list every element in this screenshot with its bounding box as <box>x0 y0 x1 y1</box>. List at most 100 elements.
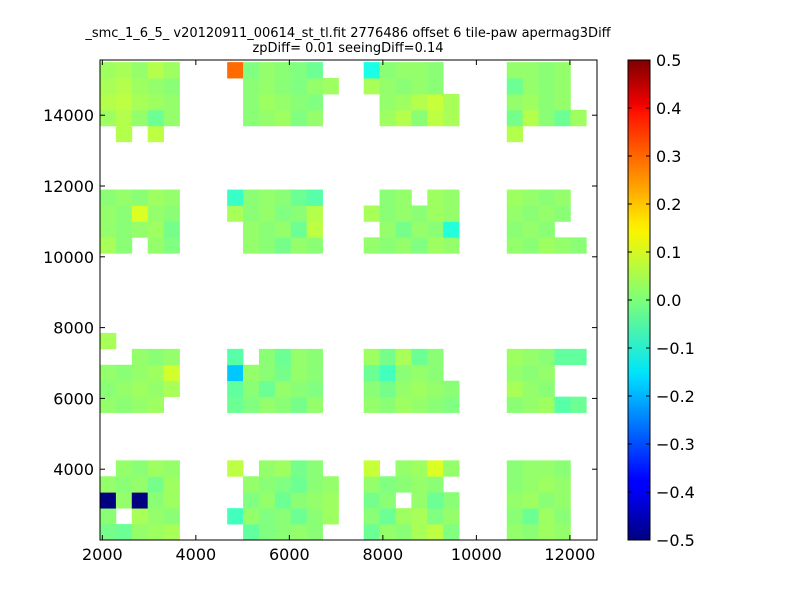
heatmap-cell <box>411 221 428 238</box>
heatmap-cell <box>274 62 292 79</box>
heatmap-cell <box>163 205 180 222</box>
heatmap-cell <box>147 492 164 509</box>
heatmap-cell <box>506 396 524 413</box>
heatmap-cell <box>274 221 292 238</box>
heatmap-cell <box>243 396 260 413</box>
heatmap-cell <box>411 364 428 382</box>
heatmap-cell <box>538 380 555 398</box>
heatmap-cell <box>243 237 260 254</box>
heatmap-cell <box>443 508 460 525</box>
heatmap-cell <box>227 460 244 477</box>
heatmap-cell <box>115 492 133 509</box>
heatmap-cell <box>363 205 380 222</box>
heatmap-cell <box>506 508 524 525</box>
heatmap-cell <box>395 524 412 541</box>
heatmap-cell <box>274 364 292 382</box>
heatmap-cell <box>363 460 380 477</box>
heatmap-cell <box>243 109 260 127</box>
heatmap-cell <box>258 380 276 398</box>
heatmap-cell <box>522 221 539 238</box>
heatmap-cell <box>115 524 133 541</box>
heatmap-cell <box>147 237 164 254</box>
heatmap-cell <box>411 62 428 79</box>
heatmap-cell <box>290 460 308 477</box>
heatmap-cell <box>306 78 323 95</box>
heatmap-cell <box>506 348 524 366</box>
heatmap-cell <box>395 62 412 79</box>
heatmap-cell <box>395 364 412 382</box>
heatmap-cell <box>258 221 276 238</box>
heatmap-cell <box>258 508 276 525</box>
colorbar-tick-label: −0.4 <box>656 483 695 502</box>
heatmap-cell <box>522 524 539 541</box>
heatmap-cell <box>100 109 117 127</box>
heatmap-cell <box>115 125 133 143</box>
heatmap-cell <box>522 109 539 127</box>
heatmap-cell <box>290 508 308 525</box>
heatmap-cell <box>306 364 323 382</box>
heatmap-cell <box>322 492 339 509</box>
heatmap-cell <box>427 205 444 222</box>
heatmap-cell <box>306 62 323 79</box>
heatmap-cell <box>274 460 292 477</box>
heatmap-cell <box>379 492 396 509</box>
heatmap-cell <box>379 237 396 254</box>
heatmap-cell <box>243 78 260 95</box>
heatmap-cell <box>506 524 524 541</box>
heatmap-cell <box>290 364 308 382</box>
heatmap-cell <box>554 189 571 206</box>
heatmap-cell <box>538 78 555 95</box>
heatmap-cell <box>395 221 412 238</box>
heatmap-cell <box>274 476 292 493</box>
heatmap-cell <box>395 109 412 127</box>
x-tick-label: 2000 <box>82 545 123 564</box>
heatmap-cell <box>570 109 587 127</box>
colorbar-tick-label: 0.2 <box>656 195 681 214</box>
heatmap-cell <box>427 476 444 493</box>
heatmap-cell <box>163 460 180 477</box>
heatmap-cell <box>147 221 164 238</box>
heatmap-cell <box>379 524 396 541</box>
heatmap-cell <box>227 348 244 366</box>
heatmap-cell <box>147 380 164 398</box>
heatmap-cell <box>147 348 164 366</box>
heatmap-cell <box>363 508 380 525</box>
heatmap-cell <box>443 205 460 222</box>
heatmap-cell <box>131 460 149 477</box>
heatmap-cell <box>115 189 133 206</box>
heatmap-cell <box>506 460 524 477</box>
heatmap-cell <box>243 508 260 525</box>
heatmap-cell <box>147 78 164 95</box>
heatmap-cell <box>506 380 524 398</box>
heatmap-cell <box>306 189 323 206</box>
heatmap-cell <box>147 476 164 493</box>
heatmap-cell <box>274 508 292 525</box>
heatmap-cell <box>290 396 308 413</box>
heatmap-cell <box>131 78 149 95</box>
heatmap-cell <box>131 524 149 541</box>
heatmap-cell <box>443 109 460 127</box>
heatmap-cell <box>258 78 276 95</box>
heatmap-cell <box>538 189 555 206</box>
heatmap-cell <box>306 109 323 127</box>
colorbar-tick-label: −0.2 <box>656 387 695 406</box>
heatmap-cell <box>538 93 555 111</box>
heatmap-cell <box>522 78 539 95</box>
heatmap-cell <box>258 492 276 509</box>
heatmap-cell <box>395 237 412 254</box>
heatmap-cell <box>290 492 308 509</box>
heatmap-cell <box>570 396 587 413</box>
heatmap-cell <box>379 508 396 525</box>
heatmap-cell <box>411 524 428 541</box>
heatmap-cell <box>363 380 380 398</box>
heatmap-cell <box>538 221 555 238</box>
heatmap-cell <box>411 109 428 127</box>
heatmap-cell <box>258 460 276 477</box>
heatmap-cell <box>131 189 149 206</box>
heatmap-cell <box>163 508 180 525</box>
y-tick-label: 8000 <box>53 319 94 338</box>
heatmap-cell <box>395 396 412 413</box>
heatmap-cell <box>131 93 149 111</box>
heatmap-cell <box>363 524 380 541</box>
heatmap-cell <box>274 524 292 541</box>
